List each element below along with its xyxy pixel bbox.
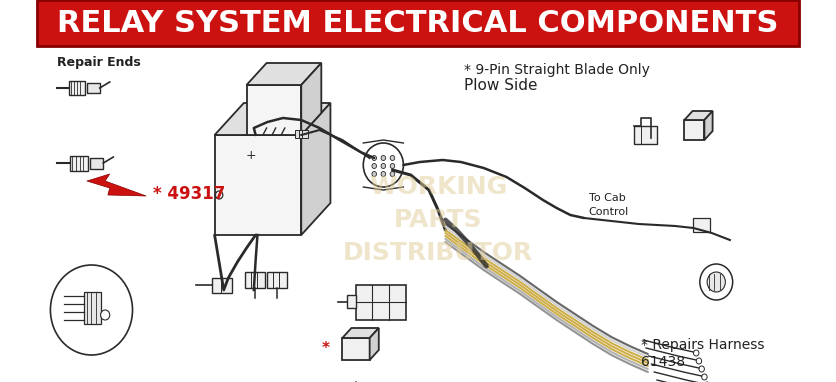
Polygon shape bbox=[685, 120, 705, 140]
Polygon shape bbox=[247, 63, 321, 85]
Text: To Cab
Control: To Cab Control bbox=[589, 193, 629, 217]
Polygon shape bbox=[370, 328, 379, 360]
Polygon shape bbox=[705, 111, 712, 140]
Bar bbox=[635, 126, 657, 144]
Circle shape bbox=[364, 143, 404, 187]
Bar bbox=[693, 218, 710, 232]
Circle shape bbox=[390, 163, 395, 168]
Circle shape bbox=[693, 350, 699, 356]
Circle shape bbox=[707, 272, 726, 292]
Polygon shape bbox=[685, 111, 712, 120]
Bar bbox=[37, 0, 799, 46]
Bar bbox=[295, 130, 300, 138]
Polygon shape bbox=[301, 63, 321, 135]
Circle shape bbox=[696, 358, 701, 364]
Circle shape bbox=[100, 310, 110, 320]
Polygon shape bbox=[301, 103, 330, 235]
Polygon shape bbox=[342, 328, 379, 338]
Text: +: + bbox=[246, 149, 257, 162]
Circle shape bbox=[381, 155, 385, 160]
Bar bbox=[87, 83, 99, 93]
Circle shape bbox=[50, 265, 133, 355]
Bar bbox=[245, 272, 265, 288]
Circle shape bbox=[701, 374, 707, 380]
Polygon shape bbox=[87, 174, 146, 196]
Circle shape bbox=[216, 191, 223, 199]
Circle shape bbox=[381, 163, 385, 168]
Text: 61438: 61438 bbox=[641, 355, 686, 369]
Text: WORKING
PARTS
DISTRIBUTOR: WORKING PARTS DISTRIBUTOR bbox=[343, 175, 533, 265]
Text: * 9-Pin Straight Blade Only: * 9-Pin Straight Blade Only bbox=[464, 63, 650, 77]
Bar bbox=[356, 285, 406, 320]
Text: * 49317: * 49317 bbox=[154, 185, 226, 203]
Bar bbox=[302, 130, 308, 138]
Text: Plow Side: Plow Side bbox=[464, 78, 537, 92]
Text: Repair Ends: Repair Ends bbox=[57, 55, 140, 68]
Circle shape bbox=[372, 172, 376, 176]
Circle shape bbox=[390, 155, 395, 160]
Circle shape bbox=[699, 366, 705, 372]
Bar bbox=[267, 272, 287, 288]
Bar bbox=[298, 130, 304, 138]
Circle shape bbox=[381, 172, 385, 176]
Circle shape bbox=[372, 155, 376, 160]
Circle shape bbox=[700, 264, 732, 300]
Text: *: * bbox=[322, 340, 330, 356]
Polygon shape bbox=[215, 135, 301, 235]
Bar bbox=[347, 295, 356, 308]
Circle shape bbox=[372, 163, 376, 168]
Bar bbox=[212, 278, 232, 293]
Bar bbox=[84, 292, 100, 324]
Circle shape bbox=[390, 172, 395, 176]
Bar bbox=[69, 81, 85, 95]
Bar bbox=[89, 158, 104, 169]
Polygon shape bbox=[342, 338, 370, 360]
Bar bbox=[69, 156, 88, 171]
Polygon shape bbox=[247, 85, 301, 135]
Text: * Repairs Harness: * Repairs Harness bbox=[641, 338, 765, 352]
Text: RELAY SYSTEM ELECTRICAL COMPONENTS: RELAY SYSTEM ELECTRICAL COMPONENTS bbox=[58, 8, 778, 37]
Polygon shape bbox=[215, 103, 330, 135]
